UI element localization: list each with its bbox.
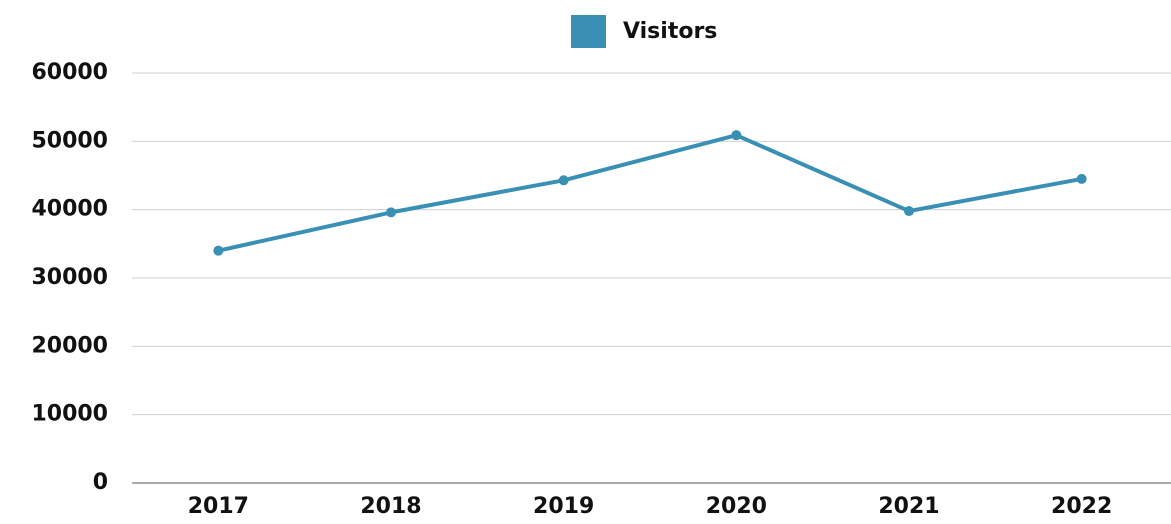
line: [217, 133, 1083, 253]
point: [386, 207, 396, 218]
x-tick-label: 2019: [533, 494, 594, 519]
y-tick-label: 50000: [31, 128, 108, 153]
y-tick-label: 40000: [31, 197, 108, 222]
point: [731, 130, 742, 141]
y-tick-label: 0: [93, 470, 108, 495]
point: [904, 206, 914, 217]
legend-label: Visitors: [623, 19, 717, 44]
x-tick-label: 2018: [360, 494, 421, 519]
x-tick-label: 2021: [878, 494, 939, 519]
x-tick-label: 2017: [188, 494, 249, 519]
x-tick-label: 2020: [706, 494, 767, 519]
point: [1076, 173, 1087, 184]
x-tick-label: 2022: [1051, 494, 1112, 519]
point: [213, 245, 224, 256]
y-tick-label: 10000: [31, 402, 108, 427]
y-tick-label: 60000: [31, 60, 108, 85]
point: [558, 175, 569, 186]
y-tick-label: 30000: [31, 265, 108, 290]
y-tick-label: 20000: [31, 333, 108, 358]
legend-swatch: [571, 15, 606, 48]
